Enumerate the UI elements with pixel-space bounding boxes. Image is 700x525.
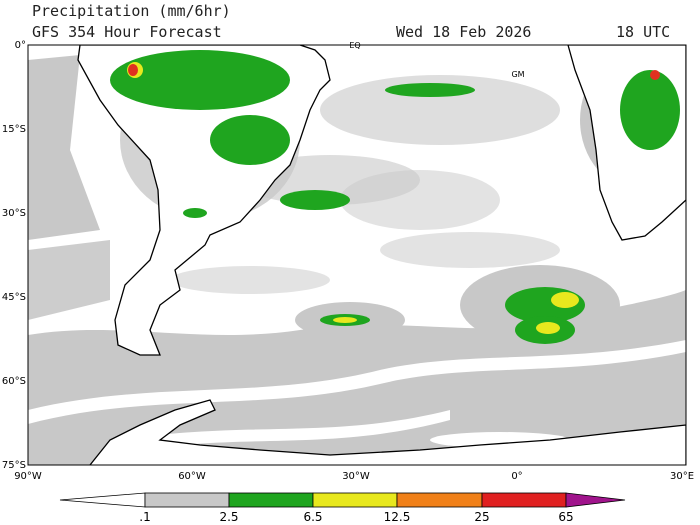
colorbar-label: 2.5 [219, 510, 238, 524]
colorbar [59, 492, 626, 508]
subtitle: GFS 354 Hour Forecast [32, 23, 222, 41]
colorbar-label: .1 [139, 510, 150, 524]
longitude-label: 30°E [670, 471, 694, 482]
colorbar-label: 25 [474, 510, 489, 524]
longitude-label: 90°W [14, 471, 42, 482]
longitude-label: 30°W [342, 471, 370, 482]
longitude-label: 60°W [178, 471, 206, 482]
colorbar-label: 65 [558, 510, 573, 524]
latitude-label: 45°S [2, 292, 26, 303]
colorbar-label: 12.5 [384, 510, 411, 524]
latitude-label: 75°S [2, 460, 26, 471]
date: Wed 18 Feb 2026 [396, 23, 531, 41]
title: Precipitation (mm/6hr) [32, 2, 231, 20]
map-label: GM [511, 70, 524, 79]
latitude-label: 15°S [2, 124, 26, 135]
time: 18 UTC [616, 23, 670, 41]
map-frame [27, 44, 687, 466]
colorbar-label: 6.5 [303, 510, 322, 524]
antarctica [89, 399, 686, 465]
latitude-label: 60°S [2, 376, 26, 387]
map-label: EQ [349, 41, 360, 50]
precip-heavy [127, 62, 579, 334]
colorbar-labels: .1 2.5 6.5 12.5 25 65 [139, 510, 573, 524]
latitude-label: 0° [15, 40, 26, 51]
precip-gaps [28, 340, 686, 452]
map-area [28, 45, 686, 465]
precip-very-heavy [128, 64, 660, 80]
longitude-label: 0° [511, 471, 522, 482]
axis-labels: 0° 15°S 30°S 45°S 60°S 75°S90°W 60°W 30°W 0° 30°E… [2, 40, 694, 482]
latitude-label: 30°S [2, 208, 26, 219]
